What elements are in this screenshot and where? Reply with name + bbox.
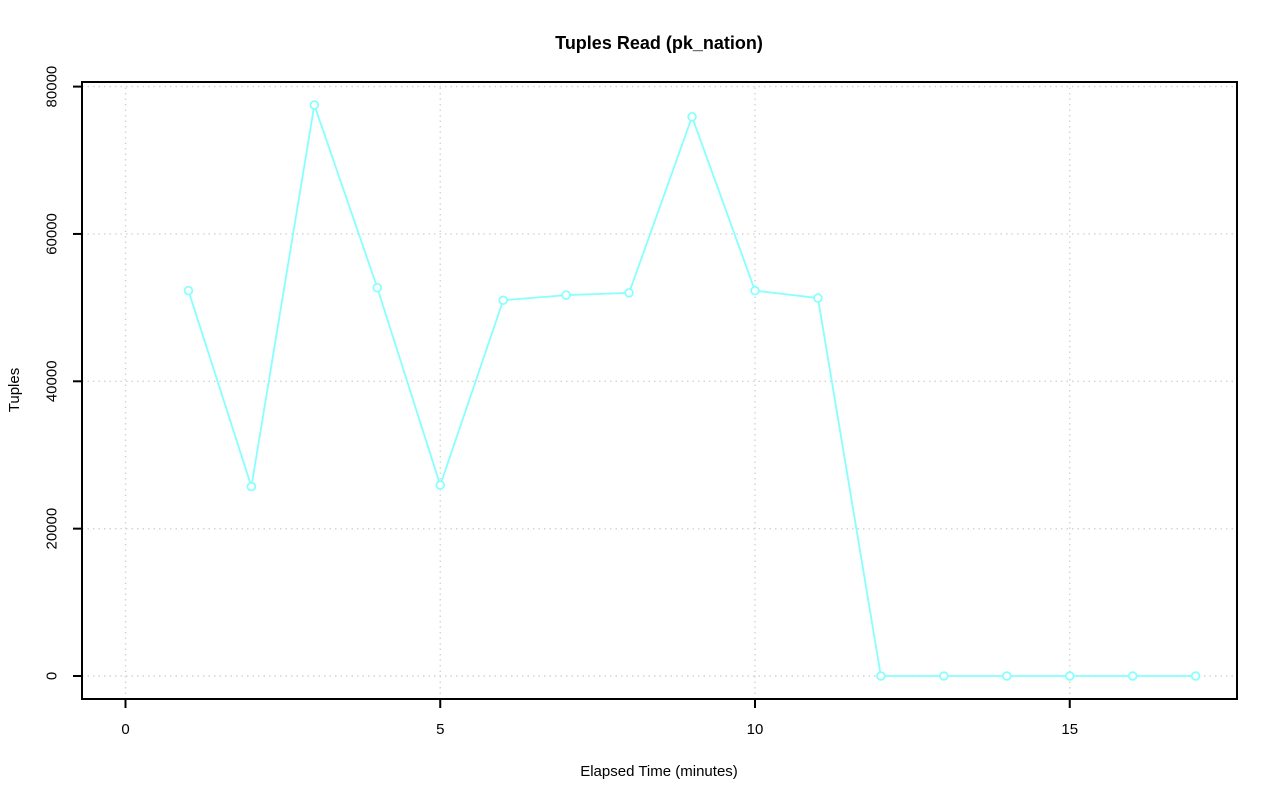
data-point-marker [939, 671, 949, 681]
data-point-marker [309, 100, 320, 110]
data-point-marker [1127, 671, 1138, 681]
y-tick-label: 20000 [44, 508, 61, 550]
data-point-marker [183, 285, 194, 296]
x-tick-label: 15 [1061, 721, 1078, 738]
x-tick-label: 0 [121, 721, 129, 738]
data-point-marker [372, 282, 383, 293]
data-point-marker [498, 295, 508, 306]
y-tick-label: 0 [44, 672, 61, 680]
x-tick-label: 5 [436, 721, 444, 738]
plot-border [81, 81, 1238, 700]
data-point-marker [876, 671, 886, 681]
x-axis-ticks [124, 700, 1071, 708]
data-point-marker [624, 288, 634, 298]
data-point-marker [1064, 671, 1075, 681]
data-series-line [187, 104, 1197, 677]
grid-lines [82, 82, 1237, 699]
data-point-marker [561, 290, 571, 300]
data-point-marker [687, 112, 697, 122]
data-point-marker [435, 480, 446, 490]
x-axis-label: Elapsed Time (minutes) [580, 763, 738, 780]
y-tick-label: 60000 [44, 213, 61, 255]
chart-title: Tuples Read (pk_nation) [555, 33, 763, 53]
y-axis-tick-labels: 0 20000 40000 60000 80000 [44, 66, 61, 680]
data-point-marker [1002, 671, 1012, 681]
x-tick-label: 10 [747, 721, 764, 738]
y-tick-label: 40000 [44, 360, 61, 402]
data-point-marker [813, 293, 823, 303]
data-series-points [183, 100, 1201, 681]
data-point-marker [750, 285, 760, 296]
y-axis-ticks [73, 85, 81, 677]
x-axis-tick-labels: 0 5 10 15 [121, 721, 1078, 738]
y-axis-label: Tuples [6, 368, 23, 412]
data-point-marker [1190, 671, 1201, 681]
series-polyline [187, 104, 1197, 677]
y-tick-label: 80000 [44, 66, 61, 108]
data-point-marker [246, 481, 257, 492]
